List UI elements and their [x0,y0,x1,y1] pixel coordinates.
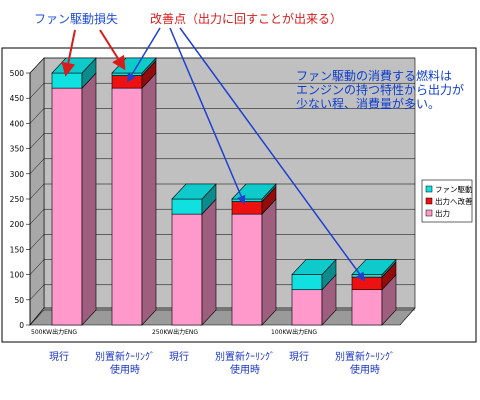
gridline [29,209,45,225]
y-tick-label: 400 [10,119,25,128]
bar-stack [351,258,397,326]
bar-segment [231,213,263,326]
bar-stack [231,183,277,326]
bar-segment [111,87,143,326]
gridline [29,57,45,74]
bar-top [171,183,217,200]
note: ファン駆動の消費する燃料は エンジンの持つ特性から出力が 少ない程、消費量が多い… [296,68,464,111]
bar-stack [51,57,97,326]
gridline [29,234,45,250]
bar-segment [291,274,323,291]
gridline [29,83,45,99]
bar-stack [111,57,157,326]
x-tick-label: 現行 [49,350,69,363]
y-axis: 0 50 100 150 200 250 300 350 400 450 500 [10,69,31,330]
x-tick-label: 使用時 [110,363,140,376]
legend-swatch [425,209,433,217]
arrow-improve-2 [169,27,246,205]
bar-segment [351,289,383,326]
y-tick-label: 0 [19,321,24,330]
bar-segment [291,289,323,326]
gridline [29,309,45,326]
note-line-3: 少ない程、消費量が多い。 [296,96,440,111]
x-tick-label: 現行 [289,350,309,363]
bar-top [351,259,397,275]
y-tick-label: 200 [10,220,25,229]
gridline [29,133,45,149]
bar-stack [291,258,337,326]
arrow-fan-loss-1 [61,29,76,77]
y-tick-label: 50 [14,296,24,305]
gridlines [29,57,415,326]
y-tick-label: 300 [10,170,25,179]
plot-area: 0 50 100 150 200 250 300 350 400 450 500 [10,57,416,330]
legend-label: ファン駆動 [435,185,473,194]
bar-side [141,72,157,326]
bar-segment [351,274,383,278]
arrow-fan-loss-2 [99,29,126,71]
x-tick-label: 別置新ｸｰﾘﾝｸﾞ [335,350,395,363]
arrow-improve-3 [179,27,366,282]
bar-side [81,72,97,326]
note-line-2: エンジンの持つ特性から出力が [296,82,464,97]
bar-segment [171,198,203,215]
bar-segment [171,213,203,326]
bar-stack [171,183,217,326]
legend-label: 出力 [435,208,450,218]
group-label: 250KW出力ENG [152,328,198,336]
y-tick-label: 150 [10,245,25,254]
arrow-improve-1 [127,27,161,83]
y-tick-label: 450 [10,94,25,103]
improvement-label: 改善点（出力に回すことが出来る） [150,11,342,26]
bar-segment [111,75,143,89]
bar-segment [231,198,263,202]
bar-segment [351,276,383,291]
x-tick-label: 使用時 [230,363,260,376]
legend-label: 出力へ改善 [435,196,473,206]
x-tick-label: 使用時 [350,363,380,376]
legend-swatch [425,197,433,205]
bar-top [291,259,337,275]
gridline [29,158,45,174]
annotations: ファン駆動損失 改善点（出力に回すことが出来る） [34,11,366,282]
x-tick-label: 現行 [169,350,189,363]
y-tick-label: 250 [10,195,25,204]
group-labels: 500KW出力ENG 250KW出力ENG 100KW出力ENG [31,328,317,336]
gridline [29,284,45,300]
bar-side [261,198,277,326]
gridline [29,259,45,275]
bars [51,57,397,326]
y-tick-label: 500 [10,69,25,78]
gridline [29,108,45,124]
y-tick-label: 100 [10,271,25,280]
x-tick-label: 別置新ｸｰﾘﾝｸﾞ [95,350,155,363]
fan-loss-label: ファン駆動損失 [34,11,118,26]
bar-segment [51,87,83,326]
bar-side [201,198,217,326]
group-label: 100KW出力ENG [271,328,317,336]
note-line-1: ファン駆動の消費する燃料は [296,68,452,83]
group-label: 500KW出力ENG [31,328,77,336]
bar-segment [231,201,263,215]
x-tick-label: 別置新ｸｰﾘﾝｸﾞ [215,350,275,363]
legend-swatch [425,185,433,193]
y-tick-label: 350 [10,145,25,154]
gridline [29,183,45,200]
bar-segment [51,72,83,89]
bar-segment [111,72,143,76]
